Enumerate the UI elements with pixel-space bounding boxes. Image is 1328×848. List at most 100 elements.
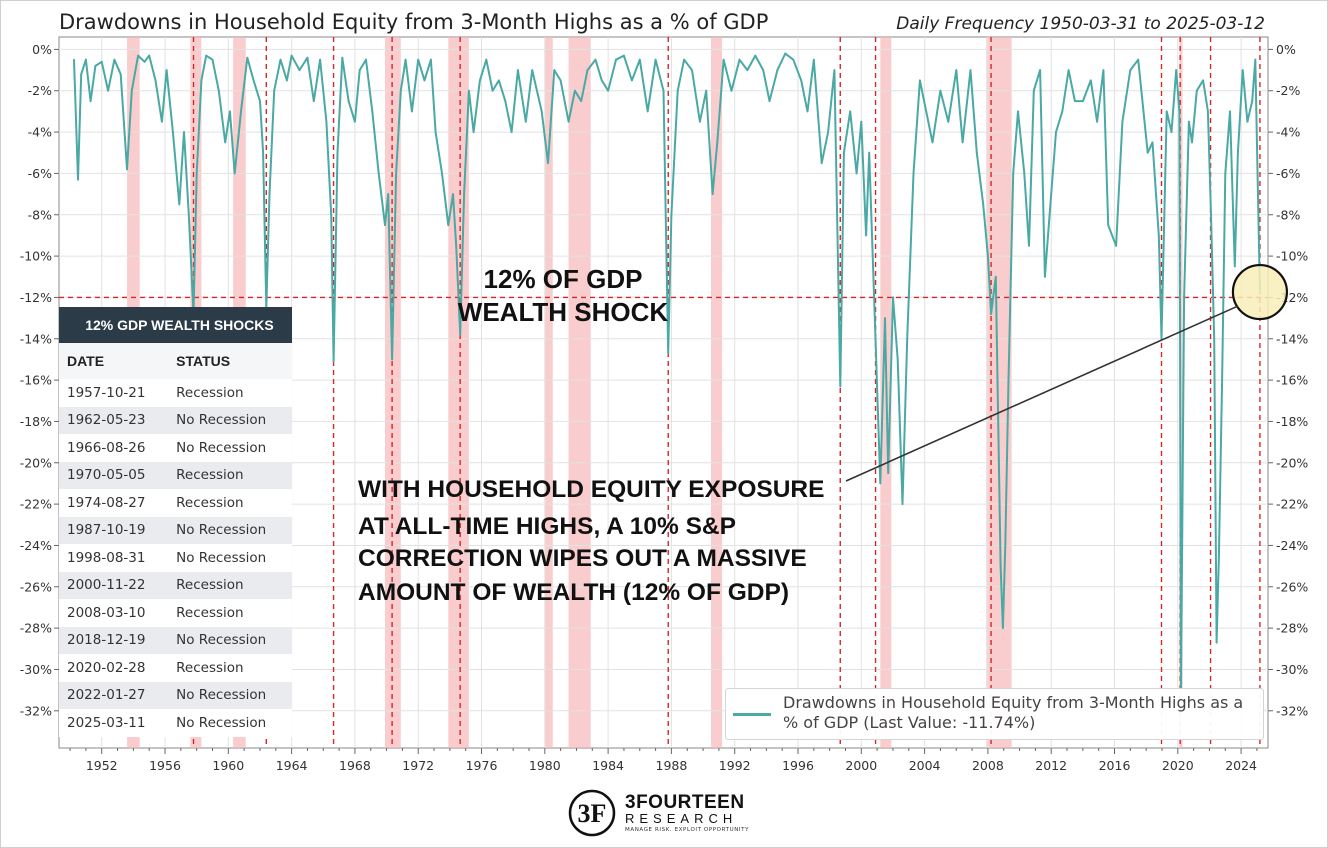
data-point — [452, 193, 454, 196]
threshold-label-line-2: WEALTH SHOCK — [458, 297, 669, 327]
row-date: 2008-03-10 — [59, 599, 169, 627]
data-point — [676, 89, 679, 92]
row-date: 1998-08-31 — [59, 544, 169, 572]
data-point — [286, 79, 288, 82]
table-title: 12% GDP WEALTH SHOCKS — [59, 307, 292, 343]
table-row: 1957-10-21 Recession — [59, 379, 292, 407]
data-point — [1202, 79, 1204, 82]
logo-mark-icon: 3F — [568, 789, 616, 837]
data-point — [792, 58, 795, 61]
data-point — [187, 213, 190, 216]
y-tick-label: -10% — [1276, 249, 1308, 264]
data-point — [211, 58, 214, 61]
data-point — [623, 54, 625, 57]
y-tick-label: -4% — [1276, 125, 1300, 140]
data-point — [939, 89, 942, 92]
recession-band — [710, 37, 723, 748]
logo-mark-text: 3F — [578, 799, 607, 828]
table-row: 2018-12-19 No Recession — [59, 626, 292, 654]
table-row: 1970-05-05 Recession — [59, 461, 292, 489]
data-point — [784, 52, 787, 55]
data-point — [1191, 141, 1193, 144]
data-point — [553, 69, 556, 71]
data-point — [1195, 89, 1198, 92]
data-point — [547, 162, 549, 165]
data-point — [833, 69, 836, 71]
data-point — [200, 79, 203, 82]
data-point — [1082, 100, 1084, 102]
data-point — [1221, 379, 1223, 381]
data-point — [387, 193, 390, 196]
logo-brand: 3FOURTEEN — [625, 792, 745, 813]
data-point — [524, 120, 527, 123]
data-point — [662, 89, 665, 92]
data-point — [1175, 69, 1178, 71]
row-status: No Recession — [168, 544, 292, 572]
data-point — [638, 58, 641, 61]
x-tick-label: 1956 — [149, 758, 181, 773]
data-point — [137, 54, 140, 57]
data-point — [711, 193, 714, 196]
data-point — [259, 100, 261, 102]
y-tick-label: -6% — [28, 166, 52, 181]
data-point — [800, 79, 803, 82]
y-axis-left: 0% -2% -4% -6% -8% -10% -12% -14% -16% -18% -20% -2… — [20, 42, 59, 718]
data-point — [377, 172, 380, 175]
table-row: 1998-08-31 No Recession — [59, 544, 292, 572]
data-point — [955, 69, 958, 71]
data-point — [999, 565, 1002, 567]
data-point — [768, 100, 771, 102]
x-tick-label: 1972 — [402, 758, 434, 773]
data-point — [567, 120, 570, 123]
data-point — [306, 56, 309, 59]
data-point — [776, 69, 779, 71]
data-point — [240, 110, 242, 113]
x-tick-label: 2004 — [909, 758, 941, 773]
last-value-marker — [1231, 263, 1289, 321]
data-point — [931, 141, 934, 144]
x-tick-label: 1952 — [86, 758, 118, 773]
data-point — [205, 54, 208, 57]
data-point — [1102, 69, 1105, 71]
data-point — [130, 89, 133, 92]
x-tick-label: 1980 — [529, 758, 561, 773]
data-point — [594, 58, 597, 61]
data-point — [341, 56, 344, 59]
data-point — [1004, 544, 1007, 547]
data-point — [912, 172, 915, 175]
row-status: Recession — [168, 571, 292, 599]
row-status: No Recession — [168, 626, 292, 654]
data-point — [1241, 69, 1244, 71]
data-point — [1213, 337, 1216, 340]
data-point — [319, 58, 321, 61]
data-point — [860, 120, 863, 123]
row-date: 2022-01-27 — [59, 681, 169, 709]
x-tick-label: 2024 — [1225, 758, 1257, 773]
data-point — [371, 110, 374, 113]
data-point — [126, 168, 128, 171]
wealth-shocks-table: 12% GDP WEALTH SHOCKS DATE STATUS 1957-1… — [59, 307, 292, 737]
data-point — [1012, 172, 1015, 175]
table-header-date: DATE — [59, 343, 169, 379]
data-point — [667, 352, 670, 355]
data-point — [699, 120, 701, 123]
table-header-status: STATUS — [168, 343, 292, 379]
data-point — [670, 213, 673, 216]
data-point — [1251, 100, 1254, 102]
data-point — [1246, 120, 1249, 123]
y-axis-right: 0%-2%-4%-6%-8%-10%-12%-14%-16%-18%-20%-2… — [1268, 42, 1308, 718]
x-tick-label: 1964 — [276, 758, 308, 773]
x-axis: 1952 1956 1960 1964 1968 1972 1976 1980 1984 1988… — [69, 748, 1258, 773]
data-point — [273, 89, 276, 92]
data-point — [1121, 120, 1124, 123]
company-logo: 3F 3FOURTEEN RESEARCH MANAGE RISK. EXPLO… — [567, 789, 767, 839]
y-tick-label: -2% — [28, 83, 52, 98]
data-point — [716, 141, 719, 144]
table-row: 1966-08-26 No Recession — [59, 434, 292, 462]
data-point — [1017, 110, 1019, 113]
data-point — [411, 110, 413, 113]
data-point — [843, 151, 845, 154]
data-point — [1107, 224, 1110, 227]
